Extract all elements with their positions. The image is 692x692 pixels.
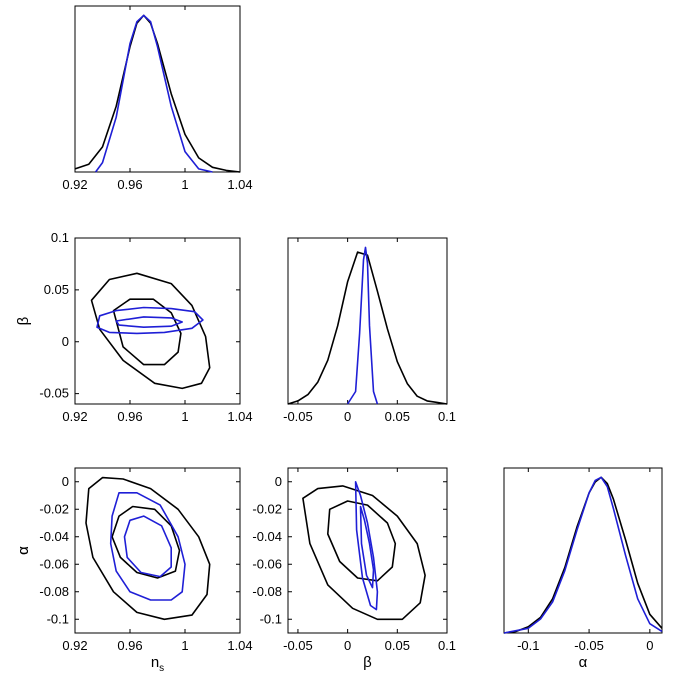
ns-alpha-contours-panel: 0.92 0.96 1 1.04 -0.1 -0.08 -0.06 -0.04 -0.02 0 ns… <box>15 467 253 674</box>
y-axis-label: β <box>15 316 32 325</box>
contour-1 <box>302 485 426 621</box>
contour-4 <box>123 515 172 578</box>
y-tick-label: 0 <box>62 334 69 349</box>
marginal-curve-1 <box>287 251 448 405</box>
y-tick-label: -0.02 <box>39 501 69 516</box>
contour-3 <box>109 491 186 601</box>
contour-1 <box>90 272 211 390</box>
x-tick-label: -0.05 <box>574 638 604 653</box>
axes-frame <box>74 467 241 634</box>
y-tick-label: -0.05 <box>39 386 69 401</box>
contour-3 <box>96 306 204 335</box>
x-tick-label: 1.04 <box>227 409 252 424</box>
y-tick-label: -0.04 <box>39 529 69 544</box>
marginal-curve-2 <box>94 14 213 173</box>
y-tick-label: -0.06 <box>39 556 69 571</box>
marginal-curve-1 <box>503 476 663 634</box>
y-tick-label: 0 <box>62 474 69 489</box>
axes-frame <box>74 237 241 405</box>
contour-3 <box>354 480 379 611</box>
y-tick-label: -0.08 <box>252 584 282 599</box>
y-axis-label: α <box>15 546 32 555</box>
alpha-marginal-panel: -0.1 -0.05 0 α <box>503 467 663 671</box>
y-tick-label: 0 <box>275 474 282 489</box>
x-tick-label: -0.05 <box>283 638 313 653</box>
axes-frame <box>74 5 241 173</box>
x-tick-label: 0.1 <box>438 409 456 424</box>
beta-marginal-panel: -0.05 0 0.05 0.1 <box>283 237 456 424</box>
contour-4 <box>115 316 183 329</box>
y-tick-label: -0.1 <box>47 611 69 626</box>
axes-frame <box>287 467 448 634</box>
x-tick-label: 0.96 <box>117 409 142 424</box>
x-tick-label: 0.92 <box>62 409 87 424</box>
y-tick-label: 0.1 <box>51 230 69 245</box>
y-tick-label: -0.08 <box>39 584 69 599</box>
x-tick-label: 1 <box>181 409 188 424</box>
x-tick-label: -0.05 <box>283 409 313 424</box>
x-tick-label: 1 <box>181 638 188 653</box>
ns-marginal-panel: 0.92 0.96 1 1.04 <box>62 5 253 192</box>
contour-4 <box>359 505 375 589</box>
x-tick-label: 0.05 <box>385 638 410 653</box>
x-tick-label: 0.96 <box>117 177 142 192</box>
y-tick-label: -0.1 <box>260 611 282 626</box>
contour-2 <box>326 500 397 582</box>
y-tick-label: -0.02 <box>252 501 282 516</box>
axes-frame <box>503 467 663 634</box>
x-tick-label: -0.1 <box>517 638 539 653</box>
x-tick-label: 1.04 <box>227 177 252 192</box>
x-tick-label: 1 <box>181 177 188 192</box>
marginal-curve-2 <box>503 476 663 634</box>
contour-2 <box>111 505 181 579</box>
y-axis-label: α <box>15 546 32 555</box>
x-tick-label: 0.1 <box>438 638 456 653</box>
ns-beta-contours-panel: 0.92 0.96 1 1.04 -0.05 0 0.05 0.1 β <box>15 230 253 424</box>
x-tick-label: 0 <box>646 638 653 653</box>
x-tick-label: 0 <box>344 409 351 424</box>
y-tick-label: -0.06 <box>252 556 282 571</box>
x-tick-label: 0.05 <box>385 409 410 424</box>
contour-2 <box>112 298 182 366</box>
x-axis-label: α <box>579 654 588 671</box>
x-tick-label: 1.04 <box>227 638 252 653</box>
marginal-curve-2 <box>346 246 379 405</box>
marginal-curve-1 <box>74 14 241 173</box>
x-tick-label: 0.92 <box>62 177 87 192</box>
x-axis-label: ns <box>151 654 164 674</box>
y-tick-label: 0.05 <box>44 282 69 297</box>
x-tick-label: 0.96 <box>117 638 142 653</box>
y-tick-label: -0.04 <box>252 529 282 544</box>
contour-1 <box>85 476 211 621</box>
x-axis-label: β <box>363 654 372 671</box>
axes-frame <box>287 237 448 405</box>
x-tick-label: 0 <box>344 638 351 653</box>
x-tick-label: 0.92 <box>62 638 87 653</box>
